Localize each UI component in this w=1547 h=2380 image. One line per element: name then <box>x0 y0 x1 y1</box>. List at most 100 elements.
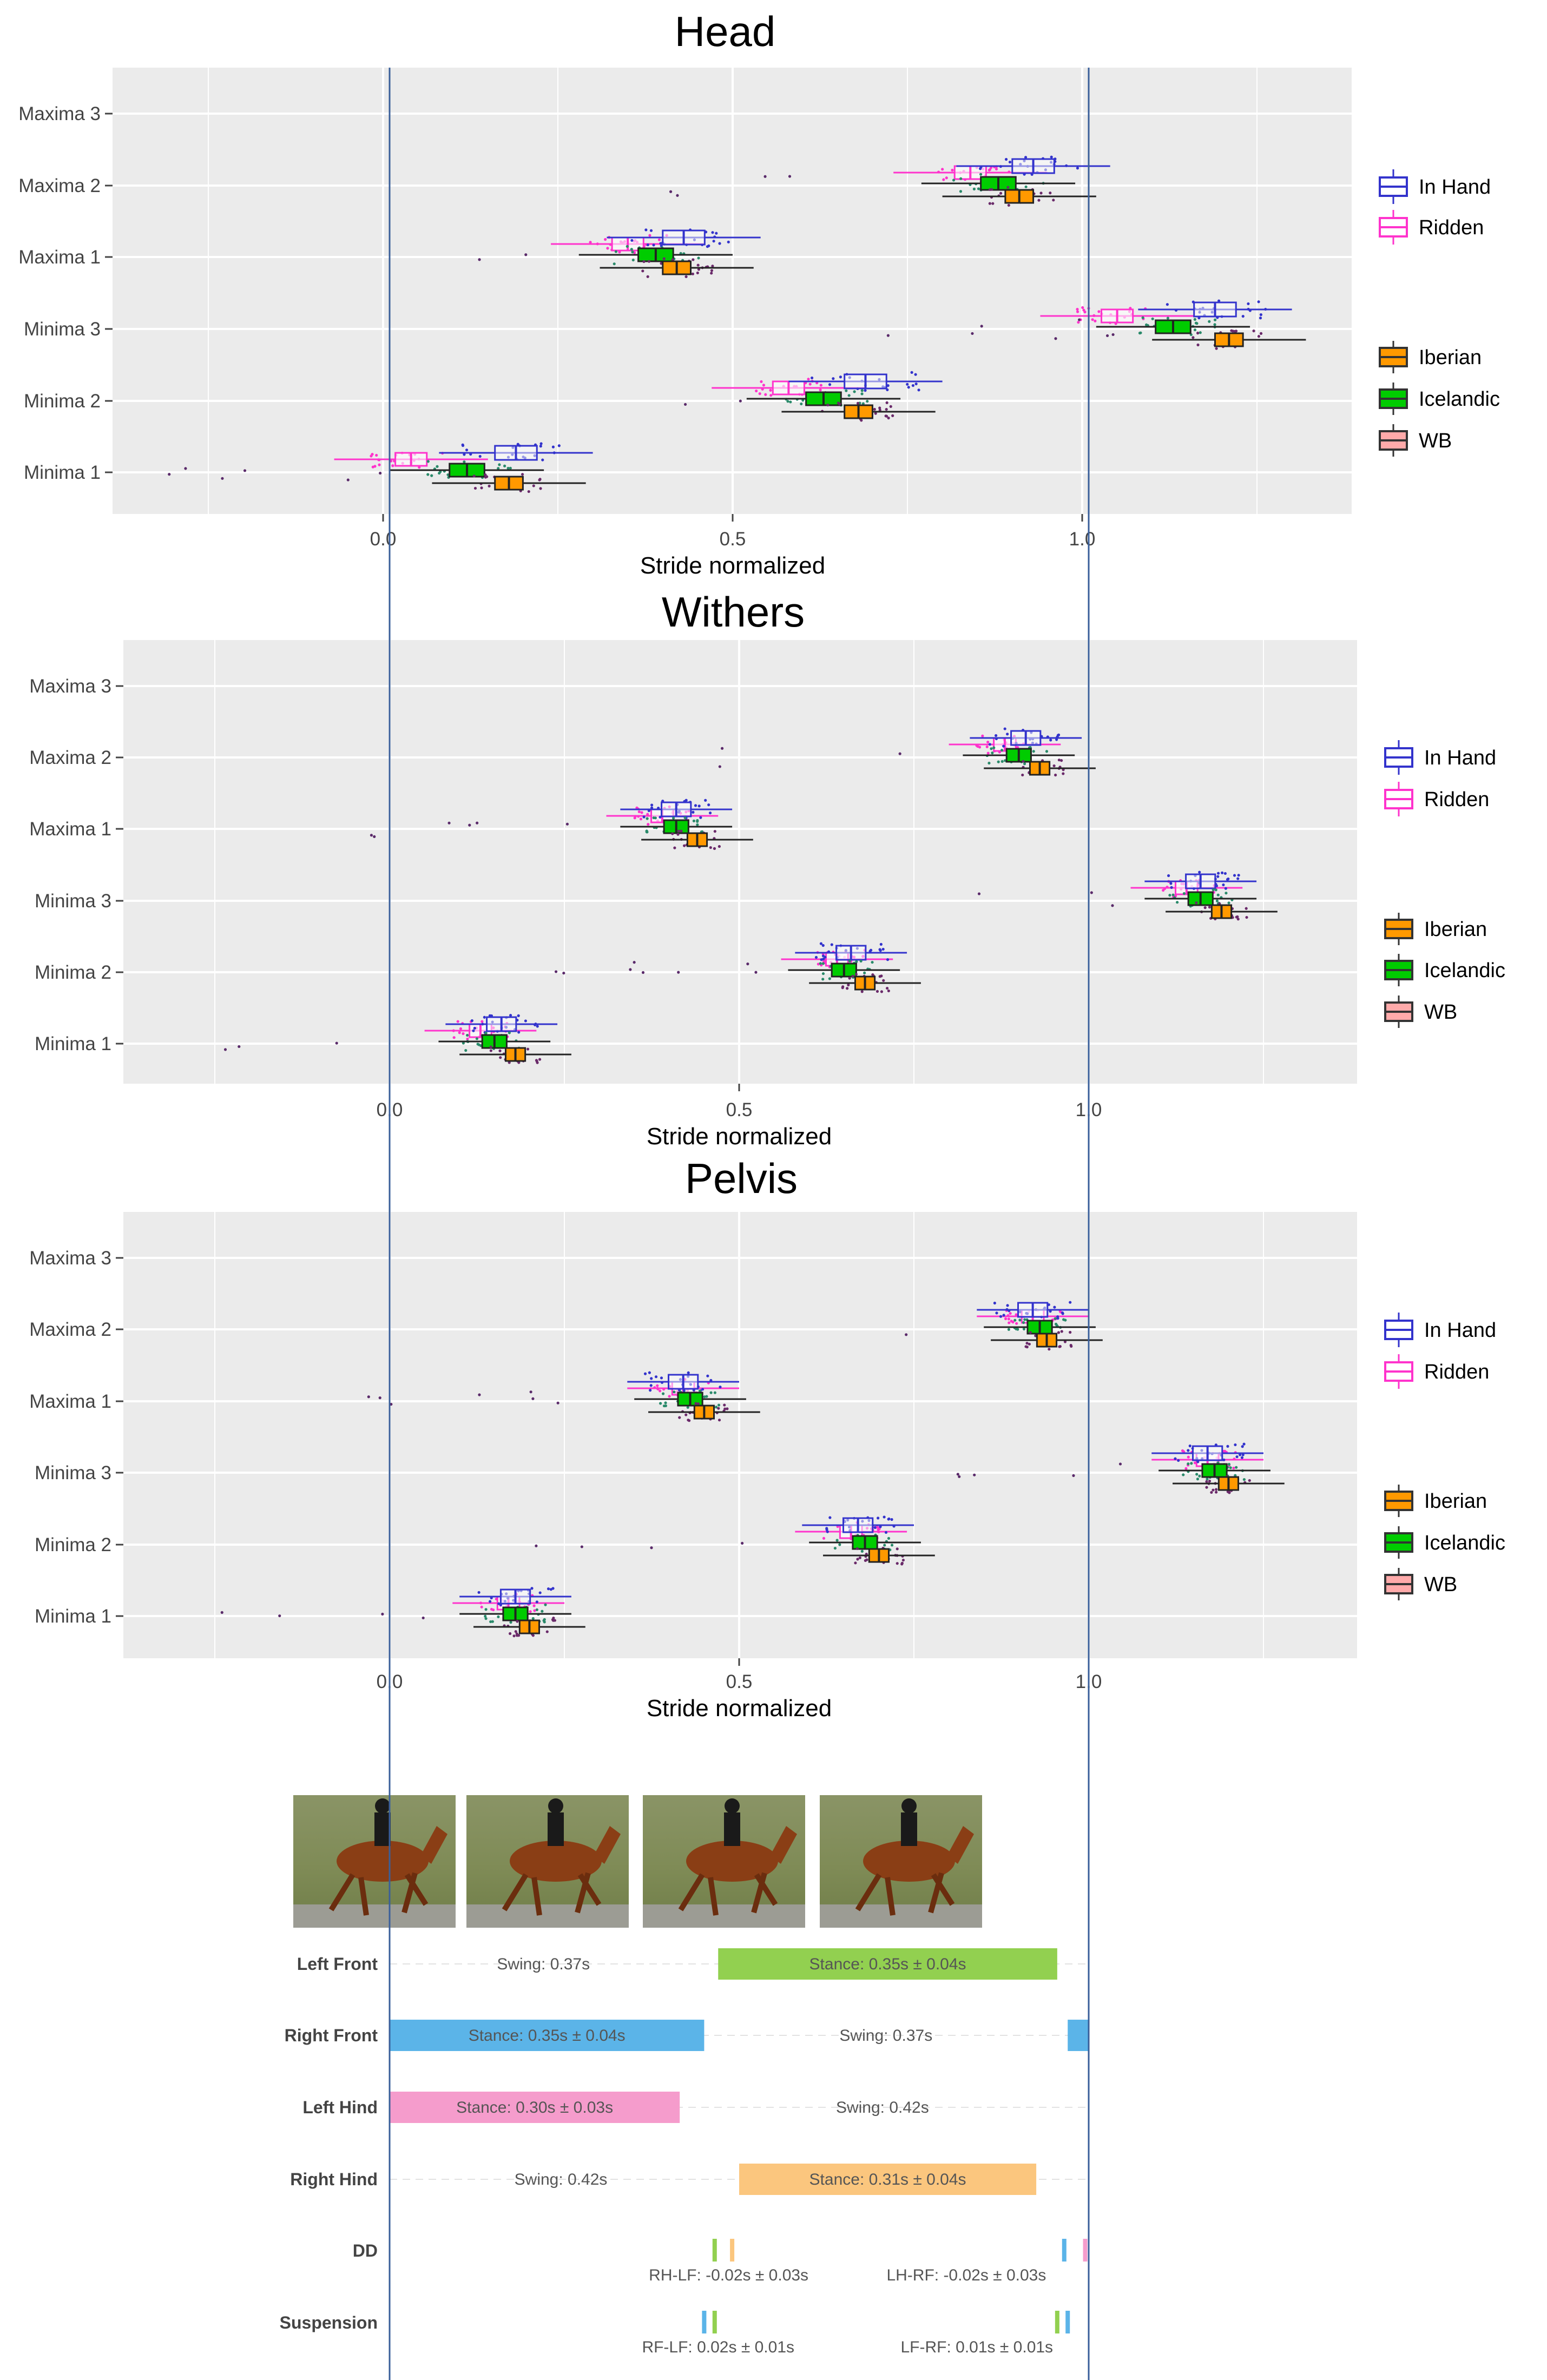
jitter-point <box>533 1609 536 1612</box>
jitter-point <box>858 1556 861 1559</box>
jitter-point <box>1236 918 1240 921</box>
jitter-point <box>1052 764 1056 768</box>
jitter-point <box>1235 915 1238 919</box>
jitter-point <box>497 1602 501 1605</box>
jitter-point <box>1216 893 1220 896</box>
outlier-point <box>422 1616 425 1620</box>
jitter-point <box>884 414 887 418</box>
jitter-point <box>692 819 696 822</box>
jitter-point <box>517 1061 521 1064</box>
x-tick-label: 0.5 <box>720 529 746 550</box>
y-tick-label: Maxima 1 <box>29 1391 111 1412</box>
jitter-point <box>1037 199 1041 202</box>
jitter-point <box>536 1025 539 1028</box>
jitter-point <box>914 382 918 386</box>
jitter-point <box>418 466 421 469</box>
jitter-point <box>614 250 618 253</box>
legend-label: Icelandic <box>1424 959 1505 982</box>
jitter-point <box>1023 1318 1026 1321</box>
jitter-point <box>1063 1340 1067 1343</box>
event-tick <box>1065 2311 1070 2333</box>
jitter-point <box>648 1371 651 1374</box>
jitter-point <box>906 383 909 386</box>
jitter-point <box>538 478 542 481</box>
outlier-point <box>741 1541 744 1545</box>
jitter-point <box>705 1395 708 1398</box>
jitter-point <box>676 833 680 836</box>
jitter-point <box>990 188 993 191</box>
outlier-point <box>220 1611 223 1614</box>
jitter-point <box>646 243 649 247</box>
rider <box>548 1812 564 1846</box>
jitter-point <box>886 958 890 961</box>
jitter-point <box>1170 886 1173 889</box>
jitter-point <box>995 1311 998 1315</box>
jitter-point <box>1184 1467 1188 1470</box>
jitter-point <box>1039 192 1043 195</box>
jitter-point <box>1241 314 1245 318</box>
jitter-point <box>727 240 730 243</box>
jitter-point <box>713 847 716 850</box>
jitter-point <box>630 248 633 251</box>
x-tick-label: 0.5 <box>726 1099 753 1120</box>
jitter-point <box>762 384 766 387</box>
jitter-point <box>882 979 885 982</box>
jitter-point <box>1224 887 1227 890</box>
jitter-point <box>1024 1345 1028 1348</box>
jitter-point <box>529 1610 532 1613</box>
jitter-point <box>941 168 944 171</box>
jitter-point <box>1234 329 1238 333</box>
legend-label: WB <box>1419 430 1452 452</box>
jitter-point <box>832 377 835 380</box>
jitter-point <box>1069 1301 1072 1304</box>
jitter-point <box>549 1588 552 1591</box>
jitter-point <box>1021 773 1024 777</box>
jitter-point <box>659 1402 662 1405</box>
jitter-point <box>1223 872 1227 875</box>
jitter-point <box>707 803 710 807</box>
gait-row-suspension: Suspension RF-LF: 0.02s ± 0.01s LF-RF: 0.0… <box>280 2311 1070 2356</box>
outlier-point <box>531 1397 535 1400</box>
jitter-point <box>489 1045 492 1049</box>
jitter-point <box>650 1377 653 1380</box>
gait-row-label: Suspension <box>280 2313 378 2332</box>
jitter-point <box>879 949 882 952</box>
jitter-point <box>375 453 378 457</box>
horse-body <box>337 1841 429 1882</box>
jitter-point <box>484 473 487 477</box>
jitter-point <box>1213 323 1216 326</box>
jitter-point <box>1198 871 1201 874</box>
jitter-point <box>652 816 655 820</box>
outlier-point <box>1105 334 1109 338</box>
jitter-point <box>662 257 666 260</box>
y-tick-label: Maxima 2 <box>18 175 101 196</box>
jitter-point <box>1007 1328 1010 1331</box>
swing-label: Swing: 0.42s <box>515 2171 608 2188</box>
jitter-point <box>1076 167 1079 170</box>
jitter-point <box>484 1031 488 1034</box>
jitter-point <box>1259 332 1263 335</box>
jitter-point <box>557 444 561 447</box>
jitter-point <box>1060 759 1063 762</box>
outlier-point <box>379 471 382 475</box>
jitter-point <box>1227 1462 1231 1466</box>
stance-bar <box>739 2164 1037 2195</box>
x-tick-label: 1.0 <box>1069 529 1096 550</box>
jitter-point <box>456 1020 459 1023</box>
rider-helmet <box>548 1798 563 1814</box>
jitter-point <box>914 373 917 376</box>
jitter-point <box>541 458 544 462</box>
jitter-point <box>1139 331 1142 334</box>
jitter-point <box>426 460 430 463</box>
photo-track <box>643 1904 805 1928</box>
jitter-point <box>981 734 984 737</box>
event-tick <box>712 2239 717 2262</box>
outlier-point <box>1054 337 1057 340</box>
jitter-point <box>696 820 699 823</box>
jitter-point <box>694 804 697 807</box>
legend-label: Iberian <box>1419 346 1482 369</box>
jitter-point <box>654 1375 658 1379</box>
jitter-point <box>446 473 450 477</box>
jitter-point <box>508 1061 511 1064</box>
